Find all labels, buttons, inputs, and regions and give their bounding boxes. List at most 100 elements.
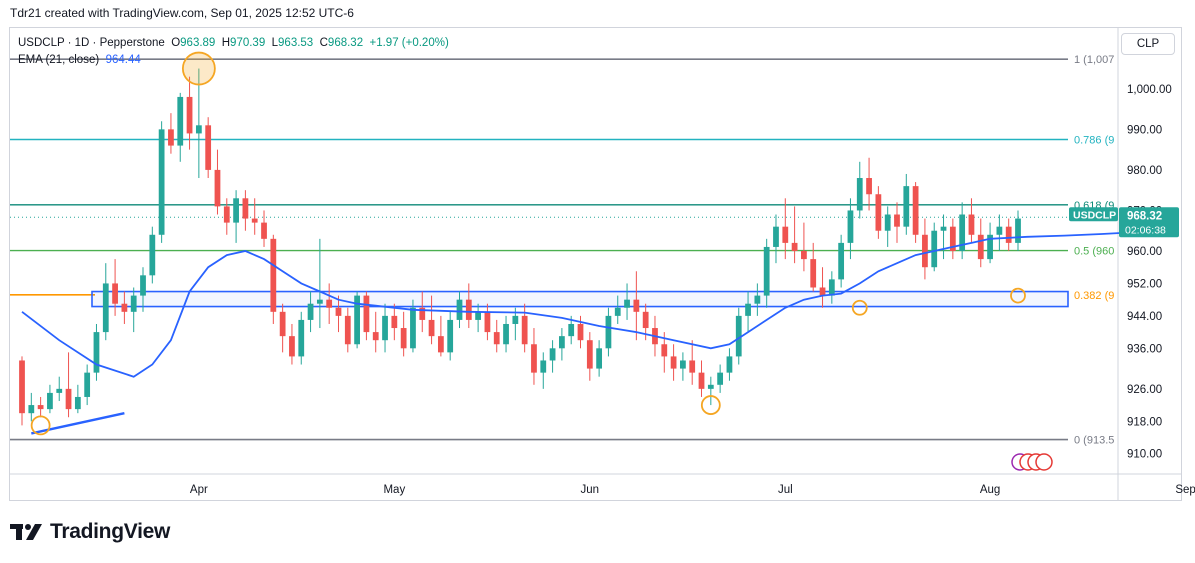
y-tick-label: 936.00 bbox=[1127, 343, 1162, 355]
candle-body bbox=[624, 299, 630, 308]
candle-body bbox=[279, 311, 286, 337]
fib-label: 1 (1,007 bbox=[1074, 54, 1114, 66]
candle-body bbox=[410, 307, 416, 349]
fib-label: 0 (913.5 bbox=[1074, 435, 1114, 447]
candle-body bbox=[354, 295, 360, 345]
candle-body bbox=[493, 332, 500, 345]
candle-body bbox=[801, 251, 807, 260]
candle-body bbox=[484, 311, 491, 333]
candle-body bbox=[614, 307, 621, 316]
candle-body bbox=[168, 129, 174, 146]
candle-body bbox=[400, 328, 407, 349]
candle-body bbox=[233, 198, 239, 223]
candle-body bbox=[968, 214, 975, 235]
candle-body bbox=[549, 348, 556, 361]
candle-body bbox=[289, 336, 295, 357]
candle-body bbox=[912, 186, 919, 235]
candle-body bbox=[186, 96, 193, 134]
low-value: 963.53 bbox=[278, 37, 314, 49]
candle-body bbox=[819, 287, 826, 296]
candle-body bbox=[19, 360, 25, 414]
candle-body bbox=[596, 348, 603, 369]
candle-body bbox=[437, 336, 444, 353]
candle-body bbox=[251, 218, 258, 223]
candle-body bbox=[335, 307, 342, 316]
candle-body bbox=[177, 96, 184, 146]
symbol-badge-text: USDCLP bbox=[1073, 209, 1116, 221]
candle-body bbox=[503, 323, 509, 345]
candle-body bbox=[93, 332, 100, 373]
candle-body bbox=[1005, 226, 1012, 243]
candle-body bbox=[37, 405, 44, 410]
support-zone bbox=[91, 290, 1069, 308]
candle-body bbox=[698, 372, 705, 389]
candle-body bbox=[940, 226, 947, 231]
candle-body bbox=[242, 198, 249, 219]
open-label: O bbox=[171, 37, 181, 49]
candle-body bbox=[559, 336, 565, 349]
candle-body bbox=[568, 323, 575, 337]
candle-body bbox=[605, 315, 612, 349]
candle-body bbox=[717, 372, 724, 385]
x-tick-label: Aug bbox=[980, 484, 1000, 496]
candle-body bbox=[633, 299, 640, 312]
candle-body bbox=[745, 303, 751, 316]
high-label: H bbox=[221, 37, 231, 49]
candle-body bbox=[791, 242, 798, 251]
candle-body bbox=[875, 194, 882, 231]
candle-body bbox=[65, 388, 72, 410]
pivot-marker bbox=[1010, 287, 1026, 304]
ema-label: EMA (21, close) bbox=[18, 54, 100, 66]
candle-body bbox=[931, 230, 938, 268]
candle-body bbox=[977, 234, 984, 260]
candle-body bbox=[270, 238, 277, 312]
candle-body bbox=[102, 283, 109, 333]
candle-body bbox=[996, 226, 1003, 235]
symbol-label: USDCLP · 1D · Pepperstone bbox=[18, 37, 165, 49]
candle-body bbox=[447, 319, 454, 353]
tradingview-logo-icon bbox=[10, 524, 42, 540]
x-tick-label: Jun bbox=[581, 484, 600, 496]
open-value: 963.89 bbox=[180, 37, 216, 49]
y-tick-label: 960.00 bbox=[1127, 246, 1162, 258]
ema-line bbox=[21, 232, 1121, 378]
candle-body bbox=[586, 340, 593, 369]
pivot-marker bbox=[700, 395, 721, 415]
candle-body bbox=[707, 384, 714, 389]
candle-body bbox=[382, 315, 388, 341]
y-tick-label: 1,000.00 bbox=[1127, 84, 1172, 96]
tradingview-logo-text: TradingView bbox=[50, 520, 171, 543]
candle-body bbox=[680, 360, 686, 369]
candle-body bbox=[84, 372, 91, 397]
price-badge-value: 968.32 bbox=[1127, 210, 1162, 222]
candle-body bbox=[512, 315, 519, 324]
y-tick-label: 926.00 bbox=[1127, 384, 1162, 396]
candle-body bbox=[903, 186, 910, 227]
candle-body bbox=[261, 222, 267, 239]
candle-body bbox=[391, 315, 398, 329]
x-tick-label: Jul bbox=[778, 484, 793, 496]
fib-label: 0.382 (9 bbox=[1074, 290, 1114, 302]
currency-button[interactable]: CLP bbox=[1121, 33, 1175, 55]
pivot-marker bbox=[181, 51, 216, 86]
candle-body bbox=[465, 299, 472, 320]
chart-frame bbox=[9, 27, 1182, 501]
candle-body bbox=[149, 234, 156, 276]
candle-body bbox=[735, 315, 742, 357]
candle-body bbox=[810, 259, 817, 288]
close-value: 968.32 bbox=[327, 37, 364, 49]
candle-body bbox=[577, 323, 584, 341]
candle-body bbox=[205, 125, 212, 170]
y-tick-label: 918.00 bbox=[1127, 416, 1162, 428]
candle-body bbox=[866, 178, 872, 195]
candle-body bbox=[56, 388, 63, 393]
fib-label: 0.5 (960 bbox=[1074, 246, 1114, 258]
candle-body bbox=[298, 319, 305, 357]
candle-body bbox=[47, 392, 53, 410]
price-badge bbox=[1119, 207, 1179, 238]
y-tick-label: 980.00 bbox=[1127, 165, 1162, 177]
candle-body bbox=[894, 214, 900, 227]
candle-body bbox=[773, 226, 779, 247]
candle-body bbox=[363, 295, 370, 333]
